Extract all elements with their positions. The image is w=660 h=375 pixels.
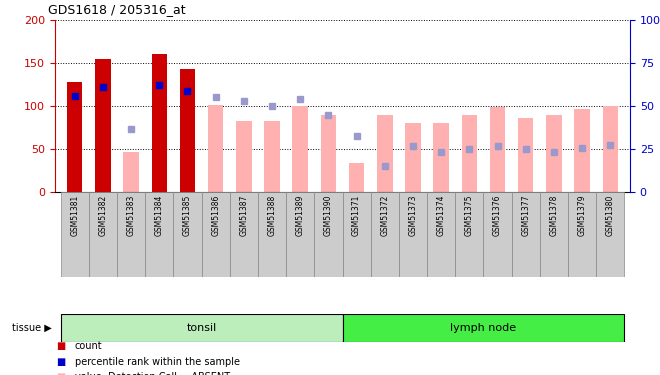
Text: GSM51377: GSM51377 [521, 195, 530, 236]
Bar [201, 192, 230, 277]
Bar [67, 82, 82, 192]
Text: GSM51386: GSM51386 [211, 195, 220, 236]
Text: GSM51380: GSM51380 [606, 195, 614, 236]
Text: GSM51379: GSM51379 [578, 195, 587, 236]
Text: GSM51383: GSM51383 [127, 195, 135, 236]
Text: GDS1618 / 205316_at: GDS1618 / 205316_at [48, 3, 186, 16]
Text: GSM51382: GSM51382 [98, 195, 108, 236]
Text: GSM51387: GSM51387 [240, 195, 248, 236]
Text: count: count [75, 341, 102, 351]
Bar [61, 314, 343, 342]
Bar [518, 118, 533, 192]
Bar [434, 123, 449, 192]
Text: GSM51381: GSM51381 [70, 195, 79, 236]
Text: ■: ■ [56, 372, 65, 375]
Bar [321, 115, 336, 192]
Bar [174, 192, 201, 277]
Bar [546, 115, 562, 192]
Text: GSM51385: GSM51385 [183, 195, 192, 236]
Text: GSM51374: GSM51374 [437, 195, 446, 236]
Bar [314, 192, 343, 277]
Text: ■: ■ [56, 341, 65, 351]
Bar [540, 192, 568, 277]
Bar [455, 192, 483, 277]
Text: lymph node: lymph node [450, 323, 517, 333]
Bar [603, 106, 618, 192]
Text: GSM51388: GSM51388 [267, 195, 277, 236]
Bar [286, 192, 314, 277]
Text: GSM51378: GSM51378 [549, 195, 558, 236]
Bar [568, 192, 596, 277]
Text: GSM51372: GSM51372 [380, 195, 389, 236]
Bar [89, 192, 117, 277]
Bar [230, 192, 258, 277]
Bar [61, 192, 89, 277]
Text: GSM51390: GSM51390 [324, 195, 333, 236]
Bar [574, 110, 590, 192]
Text: GSM51375: GSM51375 [465, 195, 474, 236]
Bar [405, 123, 420, 192]
Bar [490, 107, 506, 192]
Text: tissue ▶: tissue ▶ [12, 323, 51, 333]
Bar [377, 115, 393, 192]
Text: percentile rank within the sample: percentile rank within the sample [75, 357, 240, 367]
Bar [95, 59, 111, 192]
Text: GSM51376: GSM51376 [493, 195, 502, 236]
Bar [399, 192, 427, 277]
Bar [208, 105, 224, 192]
Bar [117, 192, 145, 277]
Text: GSM51389: GSM51389 [296, 195, 305, 236]
Bar [180, 69, 195, 192]
Bar [123, 153, 139, 192]
Bar [596, 192, 624, 277]
Text: value, Detection Call = ABSENT: value, Detection Call = ABSENT [75, 372, 230, 375]
Text: ■: ■ [56, 357, 65, 367]
Bar [427, 192, 455, 277]
Bar [483, 192, 512, 277]
Bar [349, 163, 364, 192]
Text: GSM51384: GSM51384 [155, 195, 164, 236]
Bar [264, 121, 280, 192]
Bar [292, 106, 308, 192]
Bar [236, 122, 251, 192]
Bar [343, 314, 624, 342]
Text: tonsil: tonsil [186, 323, 216, 333]
Bar [512, 192, 540, 277]
Text: GSM51373: GSM51373 [409, 195, 418, 236]
Bar [343, 192, 371, 277]
Bar [152, 54, 167, 192]
Text: GSM51371: GSM51371 [352, 195, 361, 236]
Bar [461, 115, 477, 192]
Bar [371, 192, 399, 277]
Bar [145, 192, 174, 277]
Bar [258, 192, 286, 277]
